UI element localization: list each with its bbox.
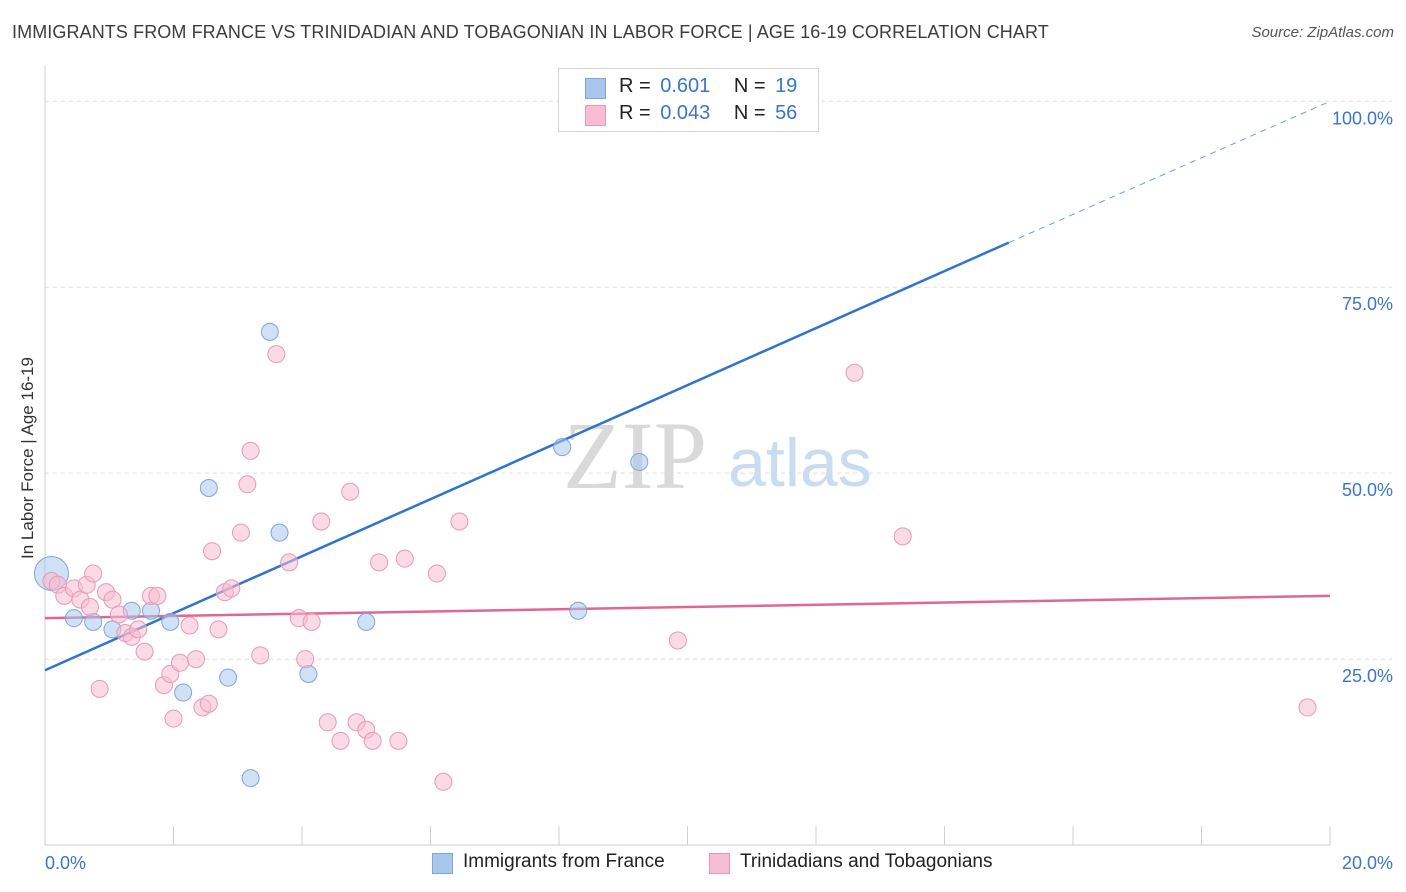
point-trinidad — [427, 564, 446, 583]
point-trinidad — [370, 553, 389, 572]
point-trinidad — [164, 709, 183, 728]
point-trinidad — [170, 653, 189, 672]
r-value: 0.601 — [660, 75, 711, 97]
watermark: ZIP atlas — [563, 402, 872, 509]
point-trinidad — [341, 482, 360, 501]
trend-lines — [44, 100, 1331, 672]
point-trinidad — [395, 549, 414, 568]
point-trinidad — [668, 631, 687, 650]
n-value: 56 — [775, 102, 798, 124]
point-trinidad — [199, 694, 218, 713]
point-trinidad — [845, 363, 864, 382]
point-trinidad — [109, 605, 128, 624]
y-tick-label: 50.0% — [1342, 480, 1393, 500]
point-trinidad — [267, 345, 286, 364]
point-trinidad — [203, 542, 222, 561]
point-trinidad — [80, 598, 99, 617]
point-trinidad — [450, 512, 469, 531]
tick-labels: 25.0% 50.0% 75.0% 100.0% 0.0% 20.0% — [45, 108, 1393, 873]
point-trinidad — [238, 475, 257, 494]
point-trinidad — [434, 772, 453, 791]
data-points — [33, 92, 1317, 791]
y-tick-label: 25.0% — [1342, 666, 1393, 686]
point-trinidad — [251, 646, 270, 665]
y-axis-label: In Labor Force | Age 16-19 — [18, 357, 37, 559]
point-france — [569, 601, 588, 620]
axes — [44, 66, 1331, 846]
point-trinidad — [363, 731, 382, 750]
chart-title: IMMIGRANTS FROM FRANCE VS TRINIDADIAN AN… — [12, 22, 1049, 42]
r-label: R = — [619, 102, 651, 124]
point-france — [174, 683, 193, 702]
point-trinidad — [135, 642, 154, 661]
point-trinidad — [389, 731, 408, 750]
point-trinidad — [302, 612, 321, 631]
point-trinidad — [84, 564, 103, 583]
point-france — [64, 609, 83, 628]
point-france — [84, 612, 103, 631]
bottom-label-france: Immigrants from France — [463, 851, 665, 872]
point-trinidad — [103, 590, 122, 609]
trend-line-france — [44, 241, 1010, 672]
bottom-swatch-france — [432, 853, 453, 874]
point-france — [299, 664, 318, 683]
point-trinidad — [331, 731, 350, 750]
point-trinidad — [231, 523, 250, 542]
source-label: Source: ZipAtlas.com — [1251, 24, 1394, 41]
trend-line-france-extension — [1008, 100, 1331, 244]
legend-text-trinidad: R = 0.043 N = 56 — [619, 102, 797, 125]
point-trinidad — [148, 586, 167, 605]
stats-legend: R = 0.601 N = 19 R = 0.043 N = 56 — [558, 68, 819, 132]
y-tick-label: 75.0% — [1342, 294, 1393, 314]
x-tick-label-min: 0.0% — [45, 853, 86, 873]
point-trinidad — [280, 553, 299, 572]
point-france — [357, 612, 376, 631]
legend-text-france: R = 0.601 N = 19 — [619, 75, 797, 98]
n-label: N = — [733, 75, 766, 97]
point-france — [241, 769, 260, 788]
point-france — [630, 453, 649, 471]
point-trinidad — [90, 679, 109, 698]
point-trinidad — [241, 441, 260, 460]
point-france — [161, 612, 180, 631]
r-label: R = — [619, 75, 651, 97]
point-trinidad — [296, 650, 315, 669]
y-tick-label: 100.0% — [1332, 108, 1393, 128]
n-label: N = — [733, 102, 766, 124]
point-trinidad — [209, 620, 228, 639]
point-trinidad — [186, 650, 205, 669]
point-france — [270, 523, 289, 542]
legend-swatch-france — [585, 78, 606, 99]
grid-lines — [45, 100, 1392, 660]
x-tick-label-max: 20.0% — [1342, 853, 1393, 873]
n-value: 19 — [775, 75, 798, 97]
point-trinidad — [1298, 698, 1317, 717]
point-france — [199, 479, 218, 498]
point-trinidad — [312, 512, 331, 531]
point-trinidad — [893, 527, 912, 546]
point-trinidad — [222, 579, 241, 598]
point-france — [553, 438, 572, 457]
point-trinidad — [129, 620, 148, 639]
point-trinidad — [318, 713, 337, 732]
point-trinidad — [180, 616, 199, 635]
point-france — [260, 322, 279, 341]
watermark-atlas: atlas — [728, 425, 872, 501]
r-value: 0.043 — [660, 102, 711, 124]
point-france — [219, 668, 238, 687]
bottom-swatch-trinidad — [709, 853, 730, 874]
trend-line-trinidad — [44, 594, 1331, 620]
legend-swatch-trinidad — [585, 105, 606, 126]
bottom-label-trinidad: Trinidadians and Tobagonians — [740, 851, 993, 872]
